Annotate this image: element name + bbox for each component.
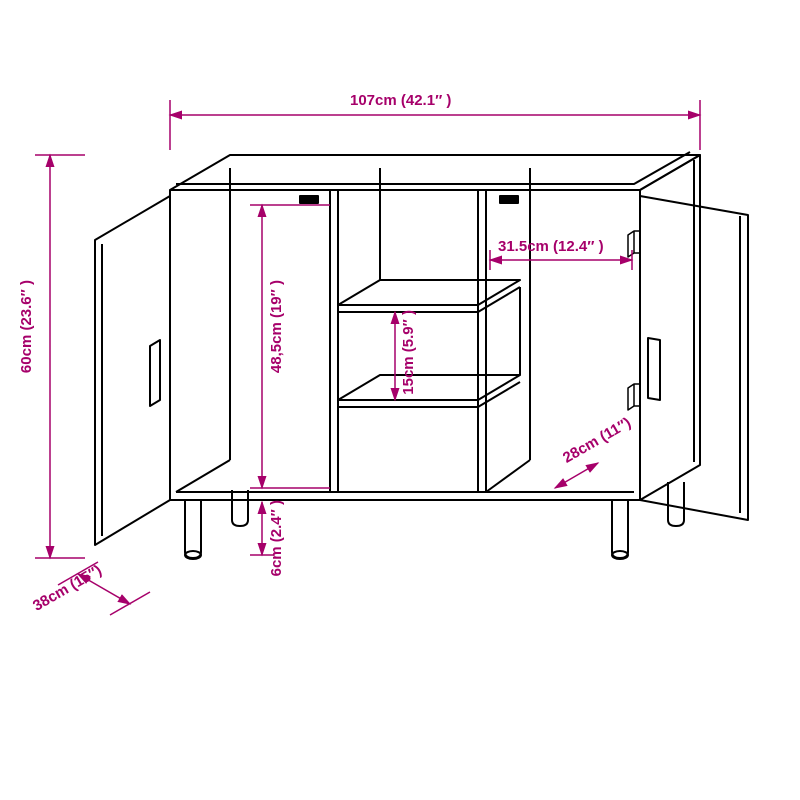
legs: [185, 482, 684, 559]
dim-leg-height: 6cm (2.4″ ): [268, 500, 285, 576]
dim-width: 107cm (42.1″ ): [350, 92, 451, 109]
hinge-icon: [628, 231, 640, 410]
dimension-lines: [35, 100, 700, 615]
cabinet-outline: [95, 152, 748, 559]
dim-shelf-spacing: 15cm (5.9″ ): [400, 310, 417, 395]
furniture-diagram: [0, 0, 800, 800]
dim-inner-height: 48,5cm (19″ ): [268, 280, 285, 373]
left-door: [95, 196, 170, 545]
dim-inner-width: 31.5cm (12.4″ ): [498, 238, 604, 255]
dim-height: 60cm (23.6″ ): [18, 280, 35, 373]
